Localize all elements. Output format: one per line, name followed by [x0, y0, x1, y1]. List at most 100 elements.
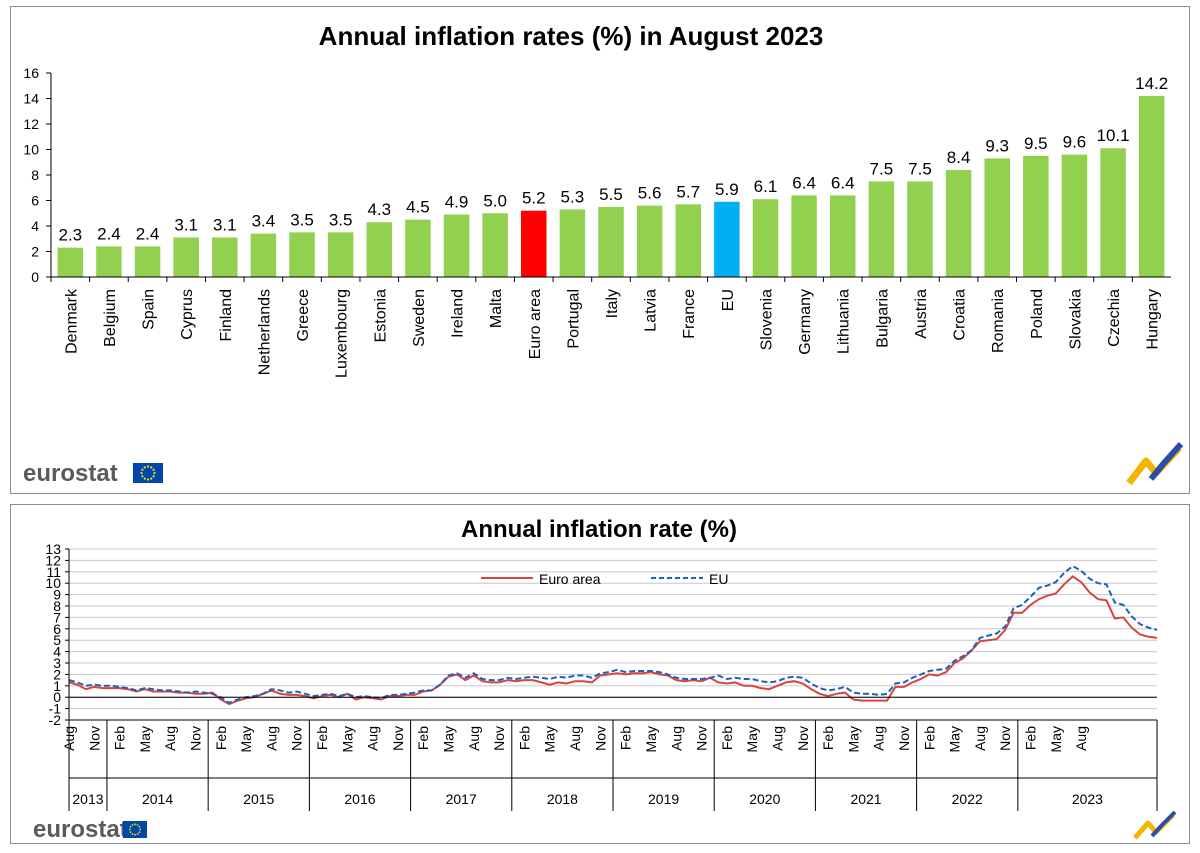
eu-star [139, 828, 142, 831]
year-label: 2013 [72, 791, 103, 807]
bar-value-label: 3.1 [213, 215, 237, 234]
eurostat-wordmark: eurostat [23, 460, 118, 487]
bar-hungary [1138, 95, 1165, 277]
bar-netherlands [250, 233, 277, 277]
line-month-tick-label: May [339, 726, 355, 752]
line-month-tick-label: Nov [592, 726, 608, 751]
line-y-tick-label: 1 [53, 678, 61, 694]
eu-star [152, 468, 155, 471]
bar-czechia [1100, 148, 1126, 277]
line-month-tick-label: Feb [618, 726, 634, 750]
eu-star [131, 824, 134, 826]
bar-category-label: Finland [218, 289, 235, 341]
line-month-tick-label: Aug [769, 726, 785, 751]
bar-category-label: Latvia [643, 289, 660, 332]
line-y-tick-label: -1 [49, 701, 62, 717]
year-label: 2022 [952, 791, 983, 807]
bar-value-label: 7.5 [870, 159, 894, 178]
line-month-tick-label: Feb [516, 726, 532, 750]
bar-y-tick-label: 8 [31, 167, 39, 183]
bar-category-label: Slovenia [758, 289, 775, 350]
bar-category-label: Slovakia [1067, 289, 1084, 350]
bar-greece [289, 232, 315, 277]
line-y-tick-label: 9 [53, 587, 61, 603]
bar-value-label: 6.4 [831, 173, 855, 192]
bar-chart: Annual inflation rates (%) in August 202… [23, 21, 1184, 487]
bar-value-label: 8.4 [947, 148, 971, 167]
bar-value-label: 5.9 [715, 180, 739, 199]
line-month-tick-label: Aug [263, 726, 279, 751]
eurostat-logo: eurostat [23, 460, 163, 487]
year-label: 2018 [547, 791, 578, 807]
line-month-tick-label: Nov [694, 726, 710, 751]
line-y-tick-label: -2 [49, 712, 62, 728]
bar-category-label: Lithuania [836, 289, 853, 354]
line-y-tick-label: 10 [45, 575, 61, 591]
line-month-tick-label: May [947, 726, 963, 752]
line-month-tick-label: Feb [1022, 726, 1038, 750]
line-y-tick-label: 12 [45, 552, 61, 568]
year-label: 2021 [850, 791, 881, 807]
eu-star [140, 471, 143, 475]
line-month-tick-label: Aug [1073, 726, 1089, 751]
eu-star [146, 478, 150, 481]
line-month-tick-label: Aug [365, 726, 381, 751]
eu-star [138, 831, 141, 833]
line-y-tick-label: 11 [46, 564, 61, 580]
year-label: 2019 [648, 791, 679, 807]
eu-star [136, 824, 139, 826]
line-month-tick-label: May [845, 726, 861, 752]
eu-stars-icon [140, 465, 156, 481]
bar-category-label: Cyprus [179, 289, 196, 340]
bar-value-label: 9.5 [1024, 134, 1048, 153]
bar-lithuania [829, 195, 856, 277]
bar-category-label: Netherlands [256, 289, 273, 375]
bar-latvia [636, 205, 663, 277]
bar-croatia [945, 169, 972, 277]
bar-y-tick-label: 2 [31, 244, 39, 260]
bar-value-label: 2.4 [97, 224, 121, 243]
bar-value-label: 3.5 [329, 210, 353, 229]
line-month-tick-label: Aug [466, 726, 482, 751]
eu-star [134, 823, 136, 826]
bar-euro-area [521, 210, 547, 277]
bar-italy [598, 206, 624, 277]
line-month-tick-label: May [1048, 726, 1064, 752]
line-month-tick-label: Feb [719, 726, 735, 750]
bar-category-label: Austria [913, 289, 930, 339]
line-month-tick-label: Aug [162, 726, 178, 751]
line-y-tick-label: 4 [53, 644, 61, 660]
bar-category-label: Malta [488, 289, 505, 328]
bar-value-label: 7.5 [908, 159, 932, 178]
line-month-tick-label: Aug [871, 726, 887, 751]
bar-austria [907, 181, 933, 277]
bar-chart-panel: Annual inflation rates (%) in August 202… [10, 6, 1190, 494]
eu-star [150, 466, 153, 469]
line-y-tick-label: 8 [53, 598, 61, 614]
eu-star [150, 477, 153, 480]
bar-category-label: Greece [295, 289, 312, 342]
eu-stars-icon [128, 823, 142, 836]
bar-category-label: Belgium [102, 289, 119, 347]
line-month-tick-label: Aug [567, 726, 583, 751]
legend-label-euro-area: Euro area [539, 571, 601, 587]
eu-star [146, 465, 150, 468]
bar-category-label: Ireland [450, 289, 467, 338]
line-chart-legend: Euro area EU [481, 571, 728, 587]
bar-bulgaria [868, 181, 895, 277]
bar-category-label: Hungary [1145, 289, 1162, 349]
eu-star [141, 475, 144, 478]
bar-spain [134, 246, 161, 277]
bar-category-label: Euro area [527, 289, 544, 359]
line-month-tick-label: Nov [289, 726, 305, 751]
bar-portugal [559, 209, 586, 277]
line-month-tick-label: Feb [415, 726, 431, 750]
bar-value-label: 5.2 [522, 189, 546, 208]
legend-label-eu: EU [709, 571, 728, 587]
bar-category-label: Bulgaria [874, 289, 891, 348]
eu-star [129, 826, 132, 828]
line-y-tick-label: 2 [53, 666, 61, 682]
bar-category-label: France [681, 289, 698, 339]
bar-value-label: 5.7 [676, 182, 700, 201]
bar-eu [714, 201, 740, 277]
